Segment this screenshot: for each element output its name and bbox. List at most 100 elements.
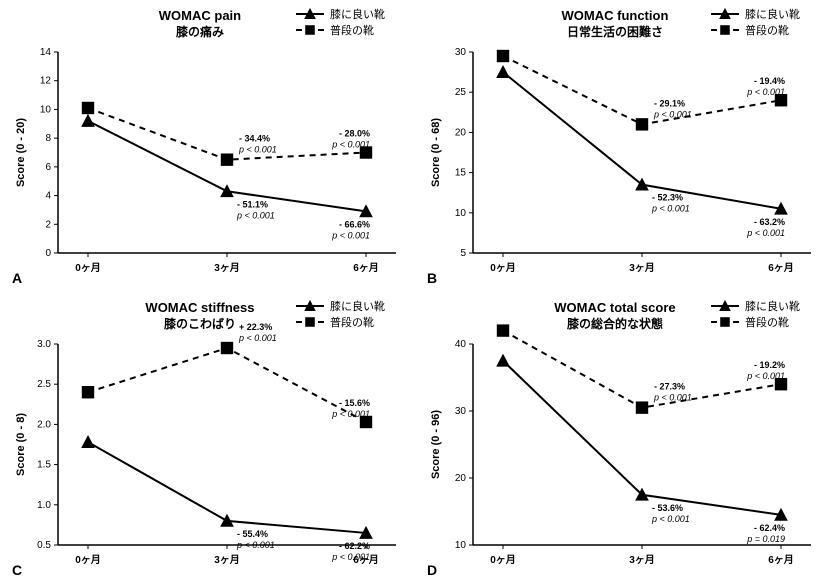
pct-annotation: - 19.4%	[753, 76, 784, 86]
series-usual-shoes	[503, 56, 781, 124]
series-usual-shoes-marker	[497, 324, 508, 335]
legend-label-2: 普段の靴	[745, 315, 789, 329]
y-axis-label: Score (0 - 96)	[430, 409, 442, 478]
series-usual-shoes-marker	[82, 102, 93, 113]
pct-annotation: - 62.2%	[339, 540, 370, 550]
y-tick-label: 12	[40, 76, 52, 87]
pct-annotation: - 15.6%	[339, 397, 370, 407]
series-usual-shoes-marker	[497, 50, 508, 61]
pct-annotation: - 34.4%	[239, 134, 270, 144]
chart-subtitle: 膝の総合的な状態	[566, 316, 662, 331]
x-tick-label: 0ヶ月	[490, 262, 516, 274]
y-tick-label: 20	[454, 127, 466, 138]
pct-annotation: - 51.1%	[237, 199, 268, 209]
x-tick-label: 0ヶ月	[75, 262, 101, 274]
panel-letter: D	[427, 562, 437, 578]
x-tick-label: 3ヶ月	[214, 262, 240, 274]
chart-b: 5 10 15 20 25 30 Score (0 - 68) 0ヶ月 3ヶ月 6ヶ月 WOMAC …	[415, 0, 829, 291]
pct-annotation: - 63.2%	[753, 217, 784, 227]
pvalue-annotation: p < 0.001	[653, 109, 692, 119]
pct-annotation: - 62.4%	[753, 522, 784, 532]
series-usual-shoes-marker	[636, 401, 647, 412]
pct-annotation: - 19.2%	[753, 360, 784, 370]
x-tick-label: 0ヶ月	[490, 554, 516, 566]
legend-label-2: 普段の靴	[745, 23, 789, 37]
pvalue-annotation: p < 0.001	[746, 228, 785, 238]
y-tick-label: 40	[454, 339, 466, 350]
chart-title: WOMAC stiffness	[145, 300, 254, 315]
chart-title: WOMAC total score	[554, 300, 675, 315]
pvalue-annotation: p < 0.001	[331, 408, 370, 418]
panel-letter: A	[12, 270, 22, 286]
pvalue-annotation: p < 0.001	[746, 371, 785, 381]
pvalue-annotation: p < 0.001	[331, 551, 370, 561]
pct-annotation: + 22.3%	[239, 322, 272, 332]
chart-subtitle: 膝の痛み	[176, 24, 224, 39]
pct-annotation: - 27.3%	[654, 381, 685, 391]
panel-b: 5 10 15 20 25 30 Score (0 - 68) 0ヶ月 3ヶ月 6ヶ月 WOMAC …	[415, 0, 829, 292]
chart-a: 02468101214Score (0 - 20)0ヶ月3ヶ月6ヶ月WOMAC …	[0, 0, 414, 291]
y-tick-label: 30	[454, 406, 466, 417]
series-good-shoes-marker	[497, 66, 509, 77]
y-tick-label: 14	[40, 47, 52, 58]
pvalue-annotation: p < 0.001	[746, 87, 785, 97]
panel-c: 0.51.01.52.02.53.0Score (0 - 8)0ヶ月3ヶ月6ヶ月…	[0, 292, 415, 583]
pvalue-annotation: p < 0.001	[236, 210, 275, 220]
pct-annotation: - 29.1%	[654, 98, 685, 108]
pct-annotation: - 55.4%	[237, 528, 268, 538]
pvalue-annotation: p < 0.001	[331, 140, 370, 150]
chart-d: 10203040Score (0 - 96)0ヶ月3ヶ月6ヶ月WOMAC tot…	[415, 292, 829, 583]
y-axis-label: Score (0 - 68)	[430, 118, 442, 187]
chart-subtitle: 膝のこわばり	[164, 316, 236, 331]
pvalue-annotation: p < 0.001	[238, 333, 277, 343]
series-good-shoes-marker	[497, 354, 509, 365]
y-tick-label: 10	[454, 208, 466, 219]
series-good-shoes-marker	[82, 436, 94, 447]
chart-title: WOMAC pain	[159, 8, 241, 23]
x-tick-label: 6ヶ月	[353, 262, 379, 274]
y-tick-label: 30	[454, 47, 466, 58]
y-axis-label: Score (0 - 8)	[15, 412, 27, 475]
panel-letter: B	[427, 270, 437, 286]
y-tick-label: 0	[45, 248, 51, 259]
x-tick-label: 0ヶ月	[75, 554, 101, 566]
series-usual-shoes-marker	[221, 154, 232, 165]
chart-c: 0.51.01.52.02.53.0Score (0 - 8)0ヶ月3ヶ月6ヶ月…	[0, 292, 414, 583]
pvalue-annotation: p < 0.001	[653, 392, 692, 402]
pct-annotation: - 53.6%	[652, 502, 683, 512]
x-tick-label: 3ヶ月	[214, 554, 240, 566]
x-tick-label: 6ヶ月	[768, 262, 794, 274]
series-good-shoes-marker	[82, 115, 94, 126]
legend-label-2: 普段の靴	[330, 315, 374, 329]
panel-d: 10203040Score (0 - 96)0ヶ月3ヶ月6ヶ月WOMAC tot…	[415, 292, 829, 583]
series-good-shoes	[88, 121, 366, 211]
x-tick-label: 3ヶ月	[629, 262, 655, 274]
series-usual-shoes-marker	[221, 342, 232, 353]
legend-label-1: 膝に良い靴	[330, 299, 385, 313]
y-axis-label: Score (0 - 20)	[15, 118, 27, 187]
series-usual-shoes	[88, 108, 366, 160]
pvalue-annotation: p < 0.001	[651, 513, 690, 523]
pct-annotation: - 66.6%	[339, 219, 370, 229]
chart-subtitle: 日常生活の困難さ	[566, 24, 662, 39]
y-tick-label: 2.5	[37, 379, 51, 390]
legend-label-2: 普段の靴	[330, 23, 374, 37]
y-tick-label: 25	[454, 87, 466, 98]
y-tick-label: 20	[454, 473, 466, 484]
chart-title: WOMAC function	[561, 8, 668, 23]
pvalue-annotation: p < 0.001	[238, 145, 277, 155]
pvalue-annotation: p < 0.001	[236, 539, 275, 549]
pct-annotation: - 52.3%	[652, 193, 683, 203]
y-tick-label: 8	[45, 133, 51, 144]
y-tick-label: 0.5	[37, 540, 51, 551]
y-tick-label: 5	[460, 248, 466, 259]
series-usual-shoes	[503, 330, 781, 407]
y-tick-label: 10	[40, 104, 52, 115]
pvalue-annotation: p < 0.001	[331, 230, 370, 240]
figure-grid: 02468101214Score (0 - 20)0ヶ月3ヶ月6ヶ月WOMAC …	[0, 0, 829, 583]
y-tick-label: 2	[45, 219, 51, 230]
legend-label-1: 膝に良い靴	[745, 299, 800, 313]
y-tick-label: 4	[45, 191, 51, 202]
y-tick-label: 1.0	[37, 499, 51, 510]
y-tick-label: 15	[454, 168, 466, 179]
